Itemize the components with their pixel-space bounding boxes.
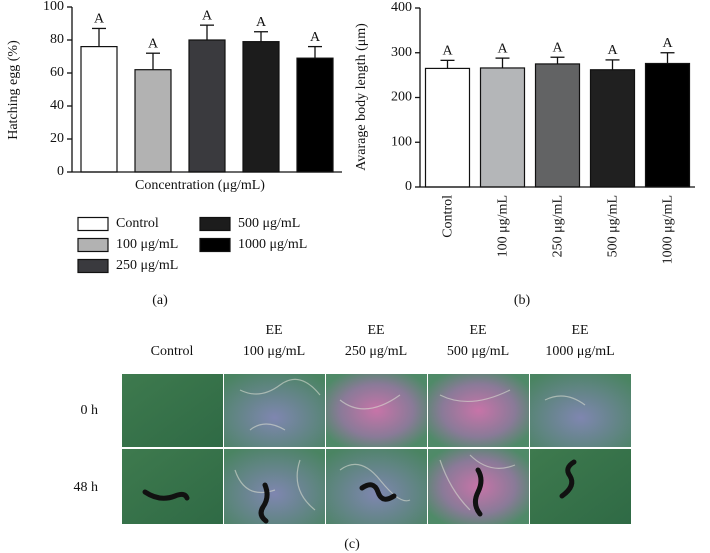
y-tick-label: 400 [391,0,412,15]
legend-swatch [77,258,109,274]
y-tick-label: 300 [391,45,412,60]
legend-swatch [77,216,109,232]
y-axis-label: Avarage body length (μm) [354,23,369,171]
y-tick-label: 100 [43,0,64,14]
panel-label: (a) [152,293,168,308]
photo-grid [122,374,631,524]
bar [534,63,581,188]
bar [644,62,691,188]
bar [589,69,636,188]
annotation: A [148,36,159,51]
annotation: A [256,15,267,30]
row-label: 0 h [81,403,99,418]
column-header: 500 μg/mL [447,344,509,359]
annotation: A [310,30,321,45]
y-tick-label: 100 [391,134,412,149]
legend-label: 500 μg/mL [238,216,300,231]
x-tick-label: 500 μg/mL [606,195,621,257]
column-header: EE [367,323,384,338]
photo [326,374,427,447]
column-header: EE [571,323,588,338]
y-tick-label: 0 [405,179,412,194]
annotation: A [94,12,105,27]
annotation: A [497,41,508,56]
annotation: A [552,40,563,55]
annotation: A [202,8,213,23]
legend-swatch [199,216,231,232]
x-tick-label: 250 μg/mL [551,195,566,257]
panel-label: (b) [514,293,531,308]
column-header: Control [151,344,194,359]
annotation: A [607,43,618,58]
y-tick-label: 0 [57,164,64,179]
column-header: 1000 μg/mL [545,344,614,359]
bar [479,67,526,188]
photo [122,449,223,524]
x-tick-label: 1000 μg/mL [661,195,676,264]
legend-swatch [77,237,109,253]
panel-label: (c) [344,537,360,552]
y-axis-label: Hatching egg (%) [6,40,21,140]
legend-label: 100 μg/mL [116,237,178,252]
y-tick-label: 80 [50,32,64,47]
legend-label: 250 μg/mL [116,258,178,273]
y-tick-label: 40 [50,98,64,113]
column-header: 250 μg/mL [345,344,407,359]
bar [188,39,226,173]
column-header: 100 μg/mL [243,344,305,359]
bar [424,67,471,188]
y-tick-label: 60 [50,65,64,80]
bar [296,57,334,173]
legend-swatch [199,237,231,253]
annotation: A [662,36,673,51]
bar [80,45,118,173]
bar [134,69,172,173]
x-axis-label: Concentration (μg/mL) [135,178,265,193]
worm [142,459,577,524]
x-tick-label: 100 μg/mL [496,195,511,257]
photo [224,374,325,447]
y-tick-label: 20 [50,131,64,146]
bar [242,41,280,173]
photo [428,374,529,447]
legend-label: Control [116,216,159,231]
legend-label: 1000 μg/mL [238,237,307,252]
column-header: EE [469,323,486,338]
column-header: EE [265,323,282,338]
photo [224,449,325,524]
y-tick-label: 200 [391,90,412,105]
photo [530,449,631,524]
photo [122,374,223,447]
annotation: A [442,44,453,59]
row-label: 48 h [74,480,99,495]
x-tick-label: Control [441,195,456,238]
photo [530,374,631,447]
